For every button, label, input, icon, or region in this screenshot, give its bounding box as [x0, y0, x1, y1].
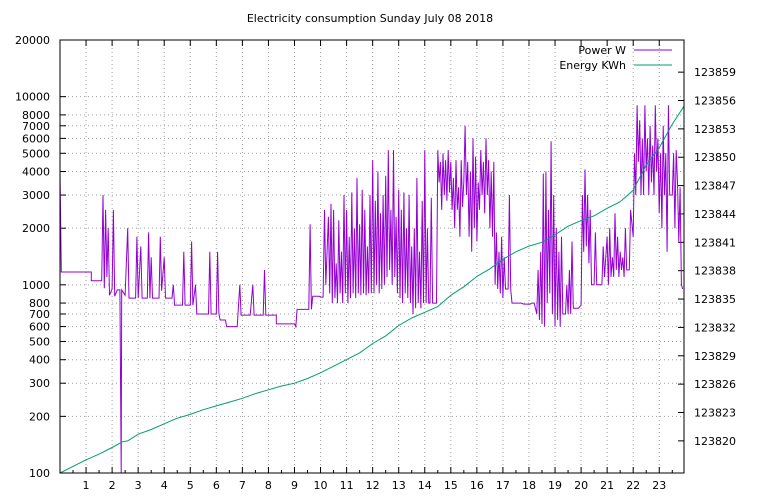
y2-tick-label: 123844	[694, 208, 736, 221]
x-tick-label: 7	[239, 479, 246, 492]
y2-tick-label: 123832	[694, 321, 736, 334]
series-lines	[59, 105, 685, 474]
y-tick-label: 500	[29, 335, 50, 348]
plot-area-frame	[59, 39, 685, 474]
x-tick-label: 9	[291, 479, 298, 492]
x-tick-label: 6	[213, 479, 220, 492]
x-tick-label: 19	[548, 479, 562, 492]
axes: 1 2 3 4 5 6 7 8 9 10 11 12 13 14 15 16 17 18 19 20 21 22 23100…	[15, 34, 736, 492]
y2-tick-label: 123853	[694, 123, 736, 136]
y-tick-label: 100	[29, 467, 50, 480]
x-tick-label: 15	[444, 479, 458, 492]
x-tick-label: 13	[392, 479, 406, 492]
series-line-power	[59, 105, 684, 474]
chart-title: Electricity consumption Sunday July 08 2…	[247, 12, 493, 25]
y-tick-label: 6000	[22, 132, 50, 145]
x-tick-label: 16	[470, 479, 484, 492]
x-tick-label: 22	[626, 479, 640, 492]
y-tick-label: 20000	[15, 34, 50, 47]
x-tick-label: 8	[265, 479, 272, 492]
y2-tick-label: 123820	[694, 435, 736, 448]
y-tick-label: 2000	[22, 222, 50, 235]
y2-tick-label: 123835	[694, 293, 736, 306]
y-tick-label: 200	[29, 410, 50, 423]
x-tick-label: 1	[83, 479, 90, 492]
x-tick-label: 3	[135, 479, 142, 492]
y-tick-label: 300	[29, 377, 50, 390]
y-tick-label: 8000	[22, 109, 50, 122]
y2-tick-label: 123856	[694, 95, 736, 108]
legend-label: Energy KWh	[559, 59, 626, 72]
y-tick-label: 600	[29, 321, 50, 334]
y2-tick-label: 123838	[694, 265, 736, 278]
y-tick-label: 3000	[22, 189, 50, 202]
grid-lines	[60, 40, 684, 473]
y-tick-label: 5000	[22, 147, 50, 160]
y-tick-label: 1000	[22, 279, 50, 292]
x-tick-label: 4	[161, 479, 168, 492]
y2-tick-label: 123850	[694, 151, 736, 164]
y2-tick-label: 123847	[694, 180, 736, 193]
x-tick-label: 20	[574, 479, 588, 492]
x-tick-label: 21	[600, 479, 614, 492]
y-tick-label: 700	[29, 308, 50, 321]
x-tick-label: 23	[652, 479, 666, 492]
y2-tick-label: 123823	[694, 406, 736, 419]
x-tick-label: 17	[496, 479, 510, 492]
x-tick-label: 2	[109, 479, 116, 492]
x-tick-label: 18	[522, 479, 536, 492]
y2-tick-label: 123826	[694, 378, 736, 391]
legend-label: Power W	[578, 44, 626, 57]
y2-tick-label: 123829	[694, 350, 736, 363]
legend: Power W Energy KWh	[559, 44, 672, 72]
x-tick-label: 5	[187, 479, 194, 492]
y-tick-label: 800	[29, 297, 50, 310]
y-tick-label: 4000	[22, 166, 50, 179]
y2-tick-label: 123859	[694, 66, 736, 79]
y-tick-label: 10000	[15, 91, 50, 104]
x-tick-label: 10	[314, 479, 328, 492]
y-tick-label: 400	[29, 354, 50, 367]
series-line-energy	[59, 105, 685, 474]
x-tick-label: 11	[340, 479, 354, 492]
x-tick-label: 14	[418, 479, 432, 492]
x-tick-label: 12	[366, 479, 380, 492]
y-tick-label: 7000	[22, 120, 50, 133]
y2-tick-label: 123841	[694, 236, 736, 249]
